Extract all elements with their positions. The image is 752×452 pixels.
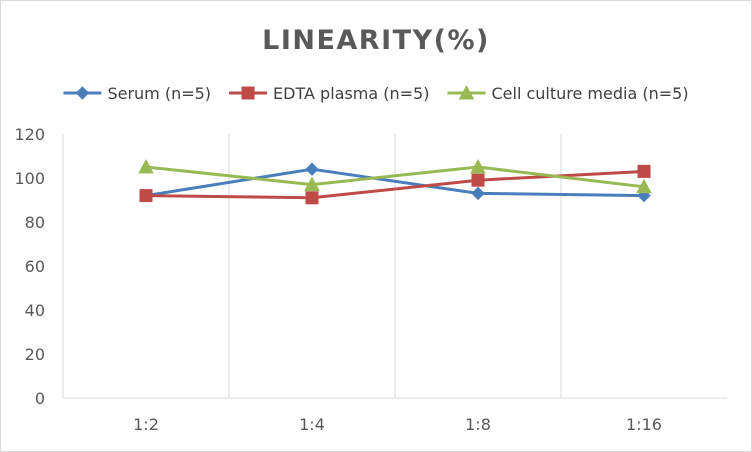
y-tick-label: 0	[35, 389, 45, 408]
x-tick-label: 1:8	[465, 415, 491, 434]
y-tick-label: 80	[25, 213, 45, 232]
data-point	[471, 186, 485, 201]
data-point	[304, 176, 320, 192]
series-line	[145, 167, 645, 198]
legend-label: Cell culture media (n=5)	[491, 84, 688, 103]
y-tick-label: 60	[25, 257, 45, 276]
y-tick-label: 40	[25, 301, 45, 320]
legend: Serum (n=5) EDTA plasma (n=5) Cell culture…	[63, 84, 689, 103]
x-tick-label: 1:4	[299, 415, 325, 434]
legend-swatch-marker	[75, 86, 90, 100]
y-tick-label: 100	[14, 169, 45, 188]
y-tick-label: 120	[14, 125, 45, 144]
legend-label: Serum (n=5)	[107, 84, 211, 103]
legend-label: EDTA plasma (n=5)	[273, 84, 429, 103]
legend-swatch-marker	[241, 86, 255, 100]
legend-item: Cell culture media (n=5)	[447, 84, 689, 103]
data-point	[470, 158, 486, 174]
series-layer	[138, 158, 652, 205]
legend-swatch-marker	[458, 84, 475, 100]
x-tick-label: 1:16	[626, 415, 662, 434]
chart-title: LINEARITY(%)	[262, 25, 490, 56]
data-point	[471, 173, 485, 187]
legend-item: Serum (n=5)	[63, 84, 211, 103]
data-point	[138, 158, 154, 174]
x-tick-label: 1:2	[133, 415, 159, 434]
axis-layer: 0 20 40 60 80 100 120 1:2 1:4 1:8 1:16	[14, 125, 727, 434]
series-line	[145, 165, 645, 189]
data-point	[637, 164, 651, 178]
data-point	[139, 189, 153, 203]
y-tick-label: 20	[25, 345, 45, 364]
legend-item: EDTA plasma (n=5)	[229, 84, 429, 103]
data-point	[636, 178, 652, 194]
data-point	[305, 191, 319, 205]
data-point	[305, 162, 319, 176]
